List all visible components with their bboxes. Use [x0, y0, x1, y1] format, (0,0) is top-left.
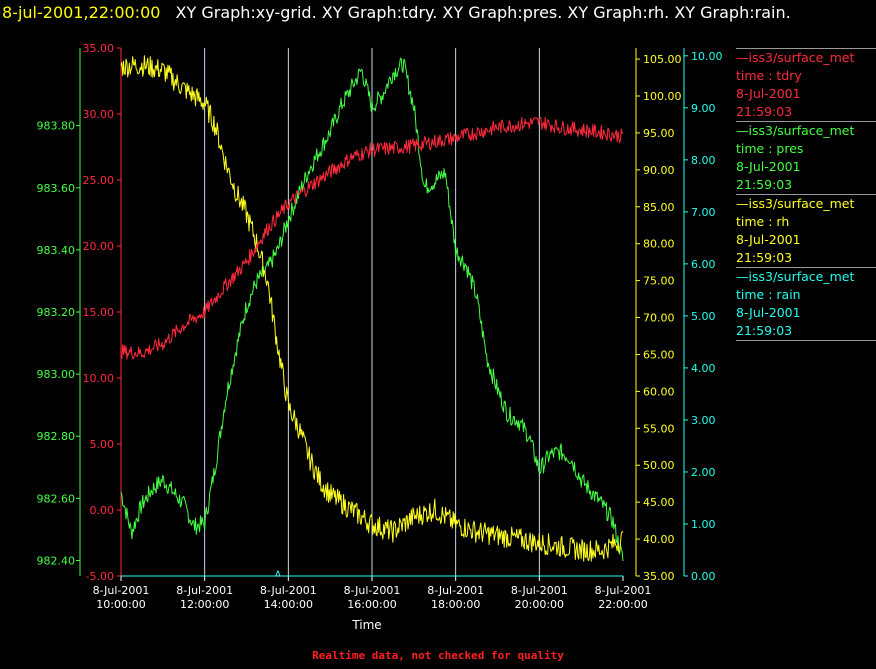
- x-tick-label-date: 8-Jul-2001: [595, 584, 652, 597]
- x-tick-label-time: 10:00:00: [96, 598, 145, 611]
- y-tick-label-rh: 80.00: [643, 238, 675, 251]
- x-tick-label-time: 18:00:00: [431, 598, 480, 611]
- y-tick-label-rh: 70.00: [643, 312, 675, 325]
- y-tick-label-tdry: 15.00: [83, 306, 115, 319]
- y-tick-label-rh: 100.00: [643, 90, 682, 103]
- legend-separator: [736, 194, 876, 195]
- graph-header: 8-jul-2001,22:00:00 XY Graph:xy-grid. XY…: [2, 2, 791, 24]
- y-tick-label-rain: 6.00: [691, 258, 716, 271]
- y-tick-label-pres: 983.80: [37, 120, 76, 133]
- y-tick-label-rain: 10.00: [691, 50, 723, 63]
- y-tick-label-rain: 1.00: [691, 518, 716, 531]
- y-tick-label-rain: 2.00: [691, 466, 716, 479]
- y-tick-label-tdry: 25.00: [83, 174, 115, 187]
- y-tick-label-rain: 0.00: [691, 570, 716, 583]
- x-tick-label-date: 8-Jul-2001: [344, 584, 401, 597]
- y-tick-label-rh: 50.00: [643, 459, 675, 472]
- y-tick-label-pres: 982.40: [37, 554, 76, 567]
- y-tick-label-rh: 60.00: [643, 385, 675, 398]
- x-tick-label-date: 8-Jul-2001: [260, 584, 317, 597]
- y-tick-label-rh: 65.00: [643, 348, 675, 361]
- y-tick-label-rain: 3.00: [691, 414, 716, 427]
- y-tick-label-pres: 982.60: [37, 492, 76, 505]
- header-graph-titles: XY Graph:xy-grid. XY Graph:tdry. XY Grap…: [175, 3, 791, 22]
- legend-time: 21:59:03: [736, 104, 793, 119]
- x-axis-label: Time: [351, 618, 381, 632]
- legend-time: 21:59:03: [736, 250, 793, 265]
- y-tick-label-pres: 983.00: [37, 368, 76, 381]
- legend-date: 8-Jul-2001: [736, 305, 801, 320]
- x-tick-label-date: 8-Jul-2001: [176, 584, 233, 597]
- legend-date: 8-Jul-2001: [736, 86, 801, 101]
- legend-separator: [736, 48, 876, 49]
- y-tick-label-pres: 983.60: [37, 182, 76, 195]
- x-tick-label-time: 16:00:00: [347, 598, 396, 611]
- series-line-rain: [121, 570, 623, 577]
- legend-name: —iss3/surface_met: [736, 269, 855, 284]
- legend-name: —iss3/surface_met: [736, 123, 855, 138]
- legend-time: 21:59:03: [736, 177, 793, 192]
- y-tick-label-rh: 95.00: [643, 127, 675, 140]
- y-tick-label-rh: 35.00: [643, 570, 675, 583]
- y-tick-label-pres: 983.40: [37, 244, 76, 257]
- y-tick-label-rh: 45.00: [643, 496, 675, 509]
- series-line-tdry: [120, 116, 624, 360]
- y-tick-label-pres: 982.80: [37, 430, 76, 443]
- y-tick-label-tdry: 20.00: [83, 240, 115, 253]
- y-tick-label-rh: 55.00: [643, 422, 675, 435]
- y-tick-label-rain: 9.00: [691, 102, 716, 115]
- legend-separator: [736, 340, 876, 341]
- legend-date: 8-Jul-2001: [736, 232, 801, 247]
- y-tick-label-rh: 75.00: [643, 275, 675, 288]
- x-tick-label-time: 14:00:00: [264, 598, 313, 611]
- legend-var: time : rh: [736, 214, 790, 229]
- legend-var: time : tdry: [736, 68, 802, 83]
- legend-name: —iss3/surface_met: [736, 50, 855, 65]
- legend-name: —iss3/surface_met: [736, 196, 855, 211]
- y-tick-label-tdry: 10.00: [83, 372, 115, 385]
- x-tick-label-time: 22:00:00: [598, 598, 647, 611]
- y-tick-label-rh: 85.00: [643, 201, 675, 214]
- x-tick-label-date: 8-Jul-2001: [427, 584, 484, 597]
- y-tick-label-rh: 40.00: [643, 533, 675, 546]
- x-tick-label-date: 8-Jul-2001: [511, 584, 568, 597]
- series-line-rh: [120, 55, 624, 562]
- y-tick-label-tdry: 35.00: [83, 42, 115, 55]
- y-tick-label-rh: 90.00: [643, 164, 675, 177]
- legend-time: 21:59:03: [736, 323, 793, 338]
- legend-var: time : pres: [736, 141, 804, 156]
- quality-footer-note: Realtime data, not checked for quality: [312, 649, 564, 662]
- legend-separator: [736, 121, 876, 122]
- legend-var: time : rain: [736, 287, 801, 302]
- legend-separator: [736, 267, 876, 268]
- legend-date: 8-Jul-2001: [736, 159, 801, 174]
- y-tick-label-rain: 8.00: [691, 154, 716, 167]
- x-tick-label-date: 8-Jul-2001: [93, 584, 150, 597]
- y-tick-label-rain: 5.00: [691, 310, 716, 323]
- legend: —iss3/surface_met time : tdry 8-Jul-2001 21…: [736, 48, 876, 341]
- y-tick-label-rain: 7.00: [691, 206, 716, 219]
- x-tick-label-time: 12:00:00: [180, 598, 229, 611]
- header-date: 8-jul-2001,22:00:00: [2, 3, 161, 22]
- y-tick-label-pres: 983.20: [37, 306, 76, 319]
- y-tick-label-tdry: 5.00: [90, 438, 115, 451]
- y-tick-label-tdry: 0.00: [90, 504, 115, 517]
- y-tick-label-rain: 4.00: [691, 362, 716, 375]
- y-tick-label-tdry: 30.00: [83, 108, 115, 121]
- y-tick-label-tdry: -5.00: [86, 570, 114, 583]
- x-tick-label-time: 20:00:00: [515, 598, 564, 611]
- y-tick-label-rh: 105.00: [643, 53, 682, 66]
- series-line-pres: [120, 57, 624, 562]
